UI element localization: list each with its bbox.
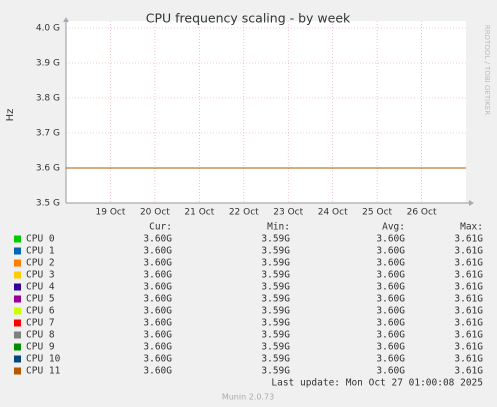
y-tick-label: 3.6 G bbox=[36, 164, 60, 174]
legend-swatch bbox=[14, 259, 21, 267]
legend-value: 3.61G bbox=[454, 270, 483, 281]
legend-label: CPU 0 bbox=[26, 234, 55, 245]
y-tick-label: 3.8 G bbox=[36, 94, 60, 104]
legend-value: 3.60G bbox=[376, 282, 405, 293]
legend-value: 3.59G bbox=[261, 330, 290, 341]
legend-value: 3.60G bbox=[143, 282, 172, 293]
x-tick-label: 21 Oct bbox=[184, 208, 214, 218]
legend-value: 3.60G bbox=[376, 246, 405, 257]
legend-header: Avg: bbox=[382, 222, 405, 233]
legend-value: 3.59G bbox=[261, 354, 290, 365]
legend-value: 3.61G bbox=[454, 294, 483, 305]
axis-arrow bbox=[469, 200, 474, 206]
legend-header: Max: bbox=[460, 222, 483, 233]
legend-value: 3.59G bbox=[261, 294, 290, 305]
x-tick-label: 20 Oct bbox=[140, 208, 170, 218]
legend-label: CPU 5 bbox=[26, 294, 55, 305]
legend-value: 3.59G bbox=[261, 318, 290, 329]
legend-value: 3.60G bbox=[143, 342, 172, 353]
legend-label: CPU 9 bbox=[26, 342, 55, 353]
side-text: RRDTOOL / TOBI OETIKER bbox=[483, 25, 491, 115]
plot-area bbox=[66, 21, 466, 203]
legend-value: 3.61G bbox=[454, 258, 483, 269]
legend-value: 3.59G bbox=[261, 282, 290, 293]
legend-label: CPU 1 bbox=[26, 246, 55, 257]
legend-value: 3.60G bbox=[376, 342, 405, 353]
x-tick-label: 22 Oct bbox=[229, 208, 259, 218]
legend-value: 3.59G bbox=[261, 270, 290, 281]
x-tick-label: 25 Oct bbox=[362, 208, 392, 218]
legend-label: CPU 2 bbox=[26, 258, 55, 269]
axis-arrow bbox=[63, 17, 69, 22]
chart-title: CPU frequency scaling - by week bbox=[146, 11, 351, 26]
y-tick-label: 3.5 G bbox=[36, 199, 60, 209]
legend-value: 3.59G bbox=[261, 342, 290, 353]
legend-swatch bbox=[14, 367, 21, 375]
legend-value: 3.60G bbox=[143, 246, 172, 257]
legend-swatch bbox=[14, 235, 21, 243]
legend-swatch bbox=[14, 295, 21, 303]
legend-value: 3.60G bbox=[143, 234, 172, 245]
legend-swatch bbox=[14, 343, 21, 351]
y-axis-label: Hz bbox=[5, 109, 16, 122]
x-tick-label: 19 Oct bbox=[96, 208, 126, 218]
legend-value: 3.59G bbox=[261, 258, 290, 269]
legend-label: CPU 7 bbox=[26, 318, 55, 329]
x-tick-label: 26 Oct bbox=[407, 208, 437, 218]
legend-value: 3.61G bbox=[454, 366, 483, 377]
legend-label: CPU 3 bbox=[26, 270, 55, 281]
legend-header: Min: bbox=[267, 222, 290, 233]
legend-value: 3.61G bbox=[454, 306, 483, 317]
legend-value: 3.60G bbox=[376, 330, 405, 341]
legend-swatch bbox=[14, 283, 21, 291]
x-tick-label: 23 Oct bbox=[273, 208, 303, 218]
legend-value: 3.60G bbox=[376, 294, 405, 305]
legend-value: 3.60G bbox=[143, 270, 172, 281]
y-tick-label: 4.0 G bbox=[36, 24, 60, 34]
legend-value: 3.59G bbox=[261, 366, 290, 377]
legend-value: 3.61G bbox=[454, 246, 483, 257]
legend-swatch bbox=[14, 319, 21, 327]
legend-swatch bbox=[14, 271, 21, 279]
legend-label: CPU 4 bbox=[26, 282, 55, 293]
legend-value: 3.61G bbox=[454, 354, 483, 365]
legend-value: 3.60G bbox=[376, 258, 405, 269]
legend-value: 3.61G bbox=[454, 330, 483, 341]
legend-value: 3.60G bbox=[376, 318, 405, 329]
legend-value: 3.60G bbox=[143, 318, 172, 329]
legend-label: CPU 11 bbox=[26, 366, 61, 377]
legend-value: 3.61G bbox=[454, 318, 483, 329]
legend-value: 3.60G bbox=[376, 306, 405, 317]
legend-value: 3.59G bbox=[261, 246, 290, 257]
y-tick-label: 3.7 G bbox=[36, 129, 60, 139]
legend-value: 3.60G bbox=[143, 294, 172, 305]
footer: Munin 2.0.73 bbox=[222, 393, 274, 402]
legend-value: 3.60G bbox=[376, 234, 405, 245]
legend-value: 3.60G bbox=[376, 366, 405, 377]
legend-value: 3.60G bbox=[143, 258, 172, 269]
legend-swatch bbox=[14, 355, 21, 363]
legend-swatch bbox=[14, 331, 21, 339]
legend-swatch bbox=[14, 307, 21, 315]
legend-value: 3.59G bbox=[261, 234, 290, 245]
legend-value: 3.60G bbox=[143, 330, 172, 341]
legend-value: 3.60G bbox=[376, 270, 405, 281]
legend-label: CPU 6 bbox=[26, 306, 55, 317]
legend-swatch bbox=[14, 247, 21, 255]
legend-label: CPU 8 bbox=[26, 330, 55, 341]
x-tick-label: 24 Oct bbox=[318, 208, 348, 218]
legend-label: CPU 10 bbox=[26, 354, 61, 365]
y-tick-label: 3.9 G bbox=[36, 59, 60, 69]
legend-value: 3.60G bbox=[143, 354, 172, 365]
legend-value: 3.61G bbox=[454, 282, 483, 293]
legend-header: Cur: bbox=[149, 222, 172, 233]
last-update: Last update: Mon Oct 27 01:00:08 2025 bbox=[271, 378, 483, 389]
legend-value: 3.60G bbox=[376, 354, 405, 365]
legend-value: 3.60G bbox=[143, 366, 172, 377]
legend-value: 3.59G bbox=[261, 306, 290, 317]
legend-value: 3.60G bbox=[143, 306, 172, 317]
legend-value: 3.61G bbox=[454, 234, 483, 245]
legend-value: 3.61G bbox=[454, 342, 483, 353]
